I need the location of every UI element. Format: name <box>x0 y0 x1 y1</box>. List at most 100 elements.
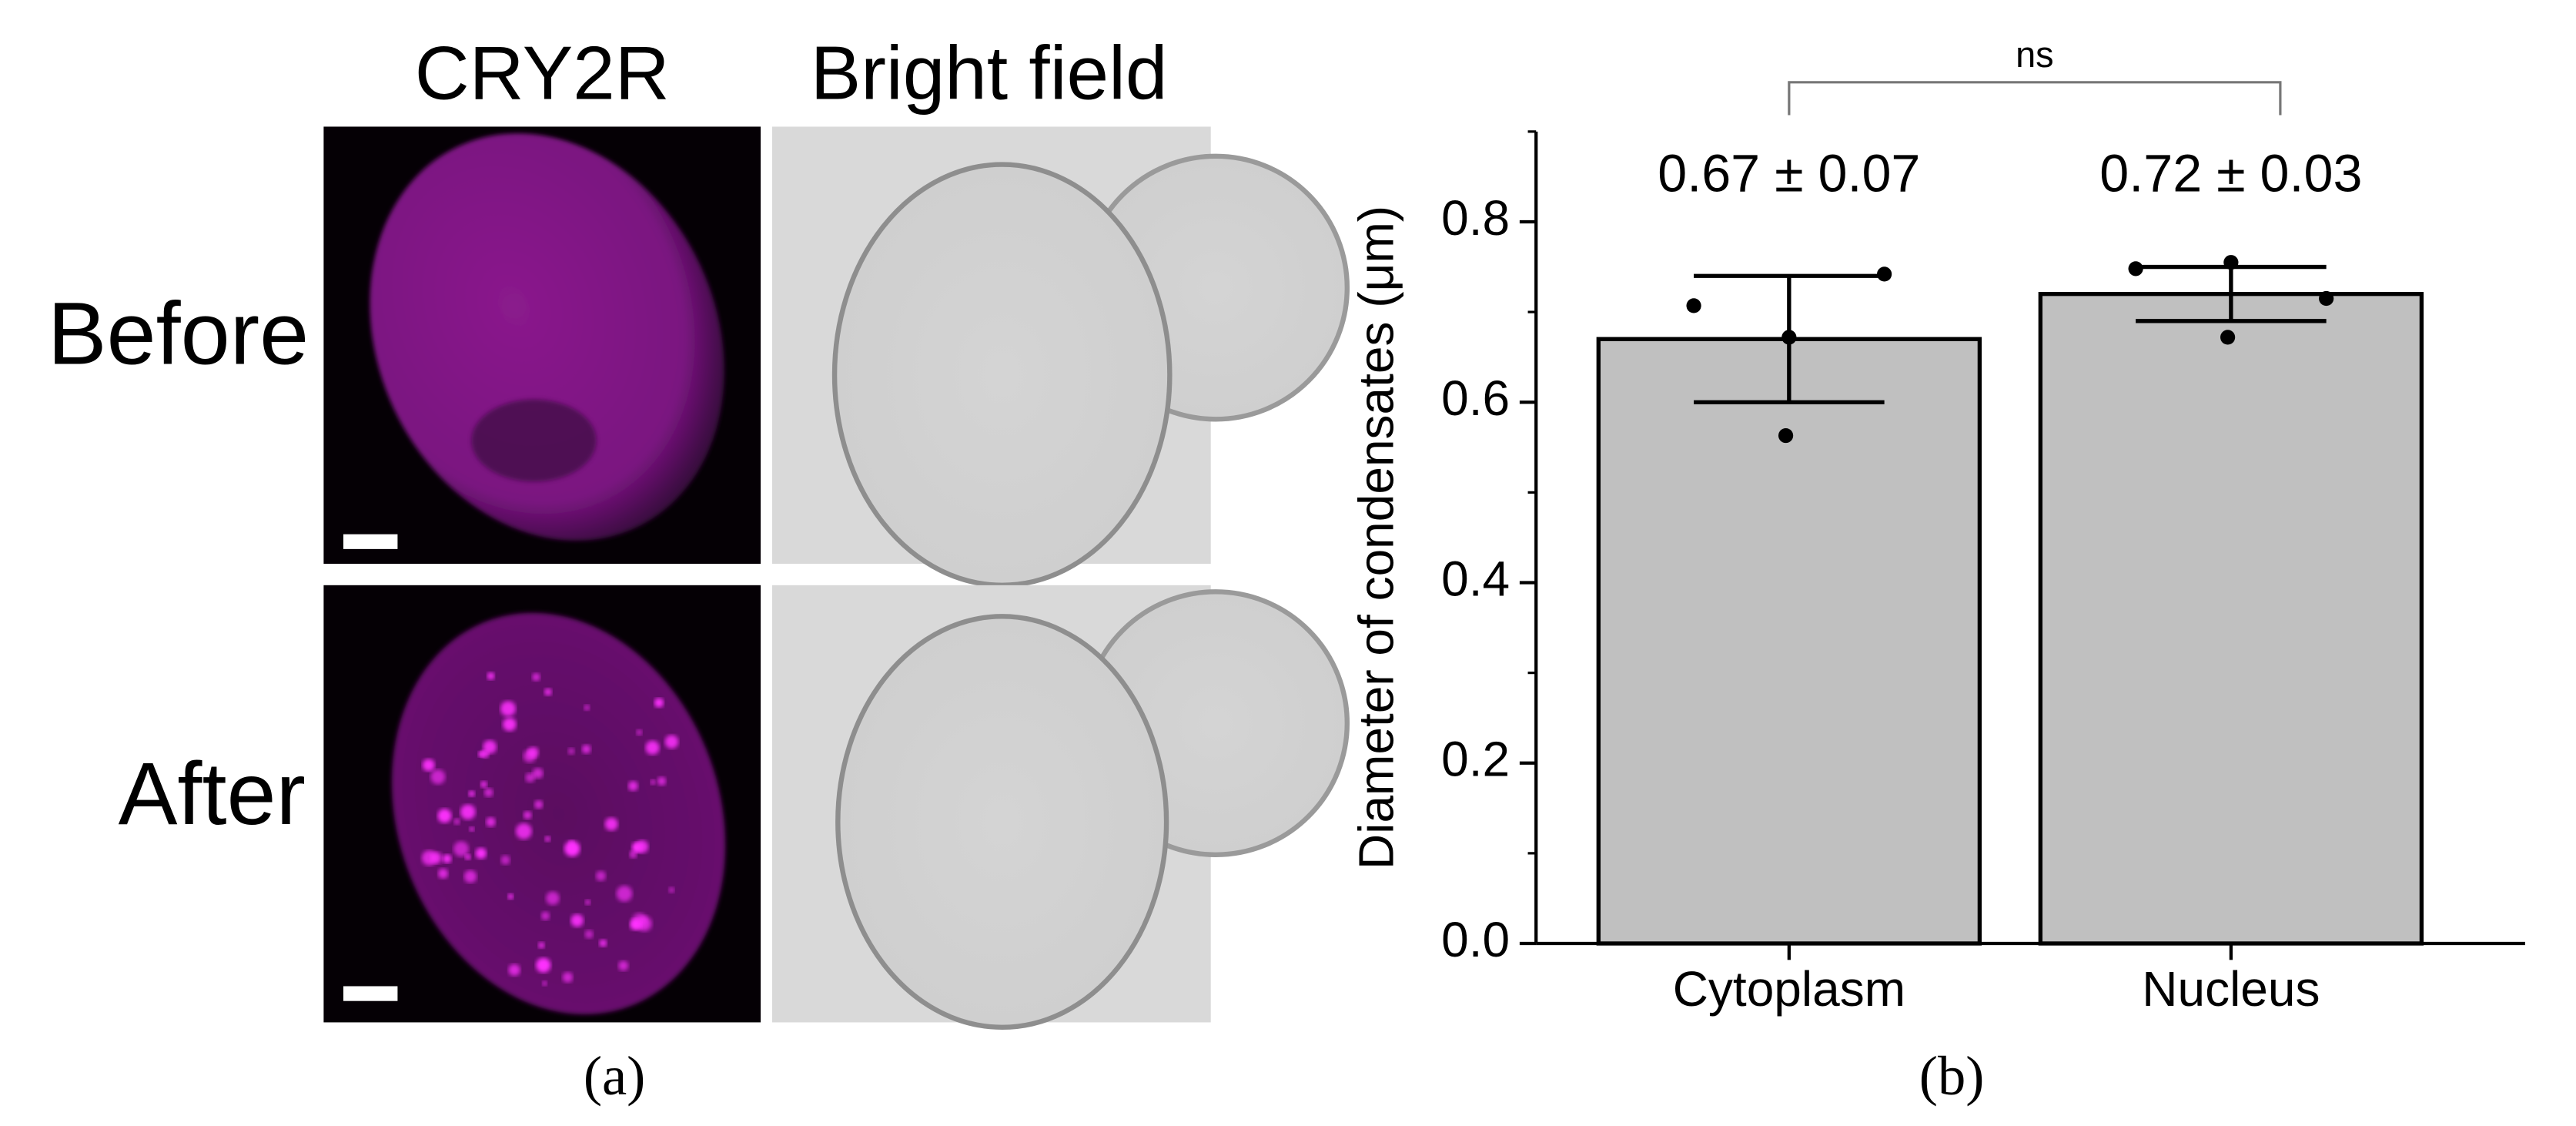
value-label: 0.72 ± 0.03 <box>2099 145 2362 203</box>
data-point <box>1686 298 1701 313</box>
condensate <box>630 918 642 930</box>
condensate <box>507 893 514 900</box>
y-tick-label: 0.2 <box>1441 732 1510 787</box>
condensate <box>562 972 574 983</box>
panel-caption: (a) <box>584 1044 646 1107</box>
condensate <box>585 900 590 905</box>
condensate <box>437 868 449 879</box>
condensate <box>532 768 544 779</box>
data-point <box>2223 255 2239 270</box>
condensate <box>483 788 493 797</box>
condensate <box>508 963 520 977</box>
condensate <box>500 855 510 865</box>
condensate <box>475 847 487 860</box>
condensate <box>430 769 446 785</box>
condensate <box>636 729 643 736</box>
condensate <box>584 704 590 711</box>
condensate <box>664 735 679 749</box>
condensate <box>616 886 633 902</box>
condensate <box>567 747 575 755</box>
condensate <box>536 957 551 973</box>
condensate <box>460 804 476 820</box>
significance-label: ns <box>2016 35 2054 75</box>
condensate <box>618 960 629 971</box>
condensate <box>604 817 618 831</box>
condensate <box>650 779 656 785</box>
condensate <box>631 842 642 853</box>
condensate <box>469 826 475 832</box>
condensate <box>542 980 547 987</box>
condensate <box>654 698 664 708</box>
condensate <box>503 717 517 732</box>
condensate <box>544 836 550 842</box>
y-tick-label: 0.4 <box>1441 551 1510 606</box>
condensate <box>437 809 452 823</box>
x-tick-label: Cytoplasm <box>1673 961 1905 1017</box>
condensate <box>570 913 584 927</box>
row-label: After <box>119 745 306 843</box>
scale-bar <box>343 534 398 549</box>
condensate <box>568 839 575 846</box>
condensate <box>668 886 675 893</box>
x-tick-label: Nucleus <box>2142 961 2320 1017</box>
condensate <box>515 823 532 839</box>
y-tick-label: 0.0 <box>1441 912 1510 967</box>
bar-chart: Diameter of condensates (μm) 0.0 0.2 0.4 0.… <box>1348 35 2525 1017</box>
y-tick-label: 0.8 <box>1441 190 1510 246</box>
data-point <box>1877 266 1892 282</box>
condensate <box>532 672 540 682</box>
condensate <box>645 740 660 755</box>
condensate <box>483 739 497 754</box>
row-label: Before <box>48 284 309 383</box>
condensate <box>464 853 471 860</box>
y-tick-label: 0.6 <box>1441 370 1510 426</box>
condensate <box>599 939 607 947</box>
cell-magenta <box>370 133 724 541</box>
condensate <box>421 850 437 866</box>
condensate <box>468 790 475 797</box>
micrographs <box>323 126 1350 1030</box>
condensate <box>525 772 535 783</box>
condensate <box>523 811 532 819</box>
condensate <box>538 942 545 949</box>
cell-outline <box>835 614 1169 1030</box>
cell-dark-region <box>471 399 597 482</box>
condensate <box>486 817 496 827</box>
condensate <box>595 870 606 881</box>
condensate <box>544 688 552 696</box>
condensate <box>629 850 637 859</box>
condensate <box>534 799 544 809</box>
condensate <box>500 701 516 717</box>
condensate <box>463 870 477 883</box>
condensate <box>564 840 580 856</box>
condensate <box>581 744 591 754</box>
scale-bar <box>343 986 398 1001</box>
data-point <box>1781 330 1797 345</box>
condensate <box>627 781 638 791</box>
bar <box>2038 292 2424 946</box>
value-label: 0.67 ± 0.07 <box>1658 145 1920 203</box>
condensate <box>453 818 460 825</box>
significance-bracket <box>1788 81 2282 116</box>
data-point <box>2128 261 2143 276</box>
data-point <box>2319 290 2334 307</box>
column-label: CRY2R <box>415 30 670 115</box>
condensate <box>422 759 435 772</box>
cell-outline <box>831 162 1173 588</box>
condensate <box>540 911 550 920</box>
panel-caption: (b) <box>1919 1044 1985 1107</box>
condensate <box>523 749 537 762</box>
condensate <box>487 672 495 680</box>
data-point <box>1778 427 1794 444</box>
column-label: Bright field <box>811 30 1168 115</box>
condensate <box>480 781 487 788</box>
condensate <box>477 751 484 758</box>
condensate <box>453 841 469 857</box>
condensate <box>546 891 560 906</box>
condensate-dots <box>421 672 679 987</box>
y-axis-label: Diameter of condensates (μm) <box>1348 206 1403 870</box>
data-point <box>2220 330 2236 345</box>
condensate <box>657 776 667 786</box>
condensate <box>584 930 594 939</box>
